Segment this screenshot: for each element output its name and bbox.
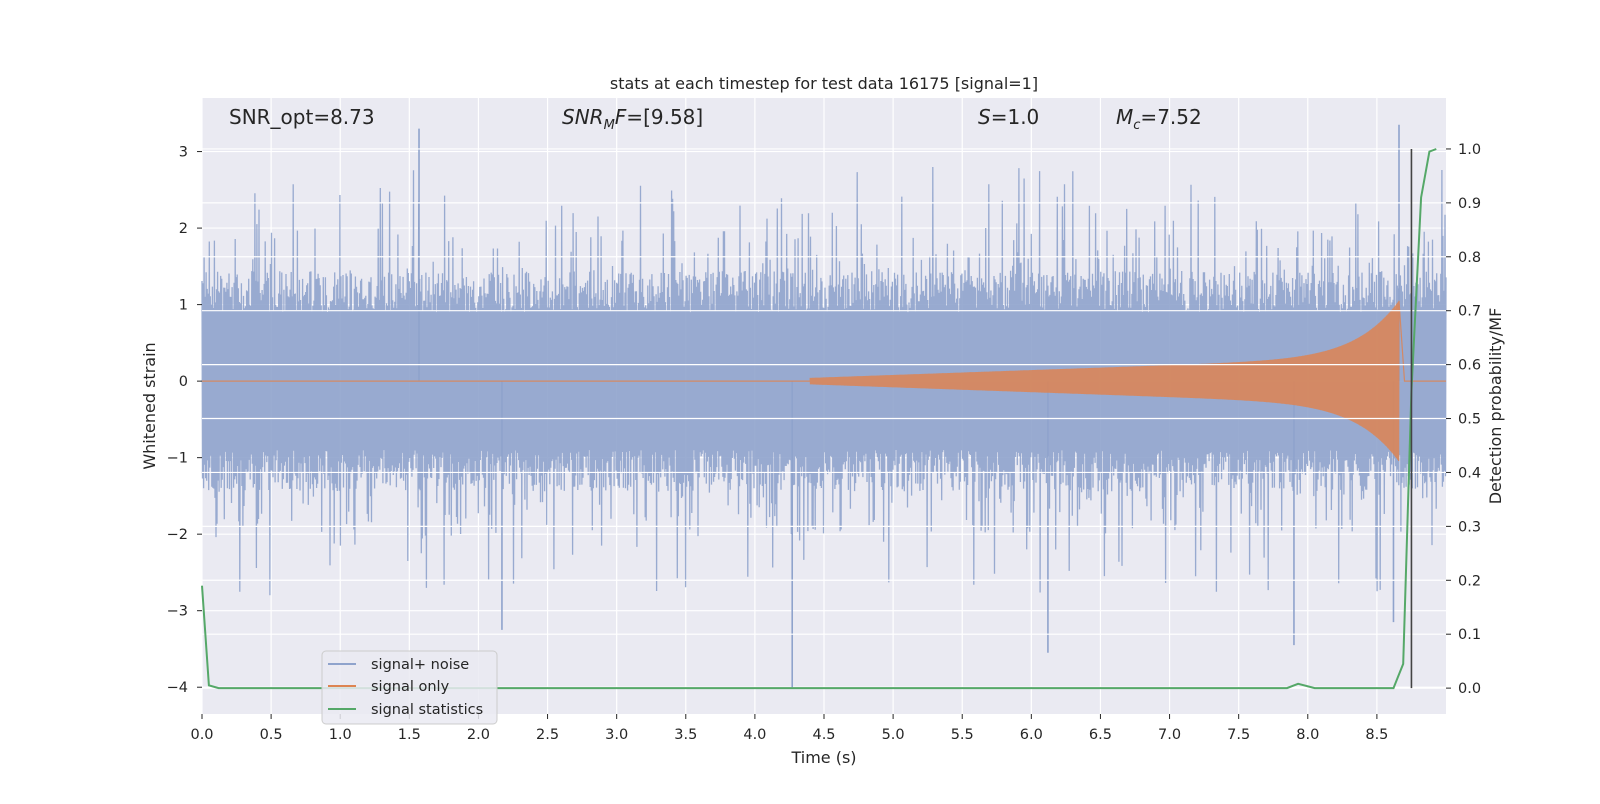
right-grid bbox=[202, 148, 1446, 689]
x-tick-label: 2.0 bbox=[467, 727, 490, 743]
legend-label-stats: signal statistics bbox=[371, 702, 483, 718]
series-signal-statistics bbox=[201, 148, 1437, 690]
y-left-tick-label: 3 bbox=[179, 145, 188, 161]
snr-mf-value: [9.58] bbox=[643, 105, 703, 129]
y-left-tick-label: −4 bbox=[167, 680, 188, 696]
chart-title: stats at each timestep for test data 161… bbox=[610, 74, 1038, 93]
y-right-tick-label: 0.7 bbox=[1458, 304, 1481, 320]
annotation-snr-opt: SNR_opt=8.73 bbox=[229, 105, 375, 129]
x-tick-label: 3.5 bbox=[674, 727, 697, 743]
y-right-tick-label: 0.2 bbox=[1458, 573, 1481, 589]
x-tick-label: 6.5 bbox=[1089, 727, 1112, 743]
y-right-tick-label: 0.4 bbox=[1458, 465, 1481, 481]
annotation-s: S=1.0 bbox=[978, 105, 1039, 129]
legend: signal+ noise signal only signal statist… bbox=[321, 650, 498, 725]
legend-label-noise: signal+ noise bbox=[371, 657, 469, 673]
legend-label-signal: signal only bbox=[371, 679, 450, 695]
stats-line bbox=[201, 148, 1437, 690]
y-right-tick-label: 0.5 bbox=[1458, 412, 1481, 428]
x-tick-label: 0.5 bbox=[260, 727, 283, 743]
y-right-tick-label: 0.9 bbox=[1458, 196, 1481, 212]
ticks: 0.0 0.5 1.0 1.5 2.0 2.5 3.0 3.5 4.0 4.5 5.0 5.5 6.0 6… bbox=[167, 142, 1481, 743]
y-left-tick-label: −2 bbox=[167, 527, 188, 543]
x-tick-label: 1.0 bbox=[329, 727, 352, 743]
series-signal-only bbox=[202, 300, 1446, 462]
y-left-tick-label: 2 bbox=[179, 221, 188, 237]
annotation-mc: Mc=7.52 bbox=[1116, 105, 1202, 133]
x-tick-label: 5.0 bbox=[882, 727, 905, 743]
y-axis-right-title: Detection probability/MF bbox=[1486, 308, 1505, 505]
y-right-tick-label: 0.6 bbox=[1458, 358, 1481, 374]
x-tick-label: 6.0 bbox=[1020, 727, 1043, 743]
legend-box bbox=[321, 650, 498, 725]
mc-value: 7.52 bbox=[1157, 105, 1202, 129]
y-left-tick-label: −3 bbox=[167, 604, 188, 620]
y-right-tick-label: 0.0 bbox=[1458, 681, 1481, 697]
x-tick-label: 7.5 bbox=[1227, 727, 1250, 743]
y-right-tick-label: 0.1 bbox=[1458, 627, 1481, 643]
x-tick-label: 7.0 bbox=[1158, 727, 1181, 743]
x-tick-label: 2.5 bbox=[536, 727, 559, 743]
y-right-tick-label: 1.0 bbox=[1458, 142, 1481, 158]
x-tick-label: 1.5 bbox=[398, 727, 421, 743]
x-tick-label: 0.0 bbox=[190, 727, 213, 743]
y-right-tick-label: 0.3 bbox=[1458, 519, 1481, 535]
y-axis-left-title: Whitened strain bbox=[140, 342, 159, 469]
x-tick-label: 3.0 bbox=[605, 727, 628, 743]
x-axis-title: Time (s) bbox=[790, 748, 856, 767]
x-tick-label: 8.5 bbox=[1365, 727, 1388, 743]
y-right-tick-label: 0.8 bbox=[1458, 250, 1481, 266]
signal-trace bbox=[202, 300, 1446, 462]
y-left-tick-label: 1 bbox=[179, 298, 188, 314]
x-tick-label: 4.5 bbox=[812, 727, 835, 743]
s-value: 1.0 bbox=[1007, 105, 1039, 129]
x-tick-label: 4.0 bbox=[743, 727, 766, 743]
y-left-tick-label: −1 bbox=[167, 451, 188, 467]
x-tick-label: 8.0 bbox=[1296, 727, 1319, 743]
annotation-snr-mf: SNRMF=[9.58] bbox=[562, 105, 703, 133]
y-left-tick-label: 0 bbox=[179, 374, 188, 390]
x-tick-label: 5.5 bbox=[951, 727, 974, 743]
